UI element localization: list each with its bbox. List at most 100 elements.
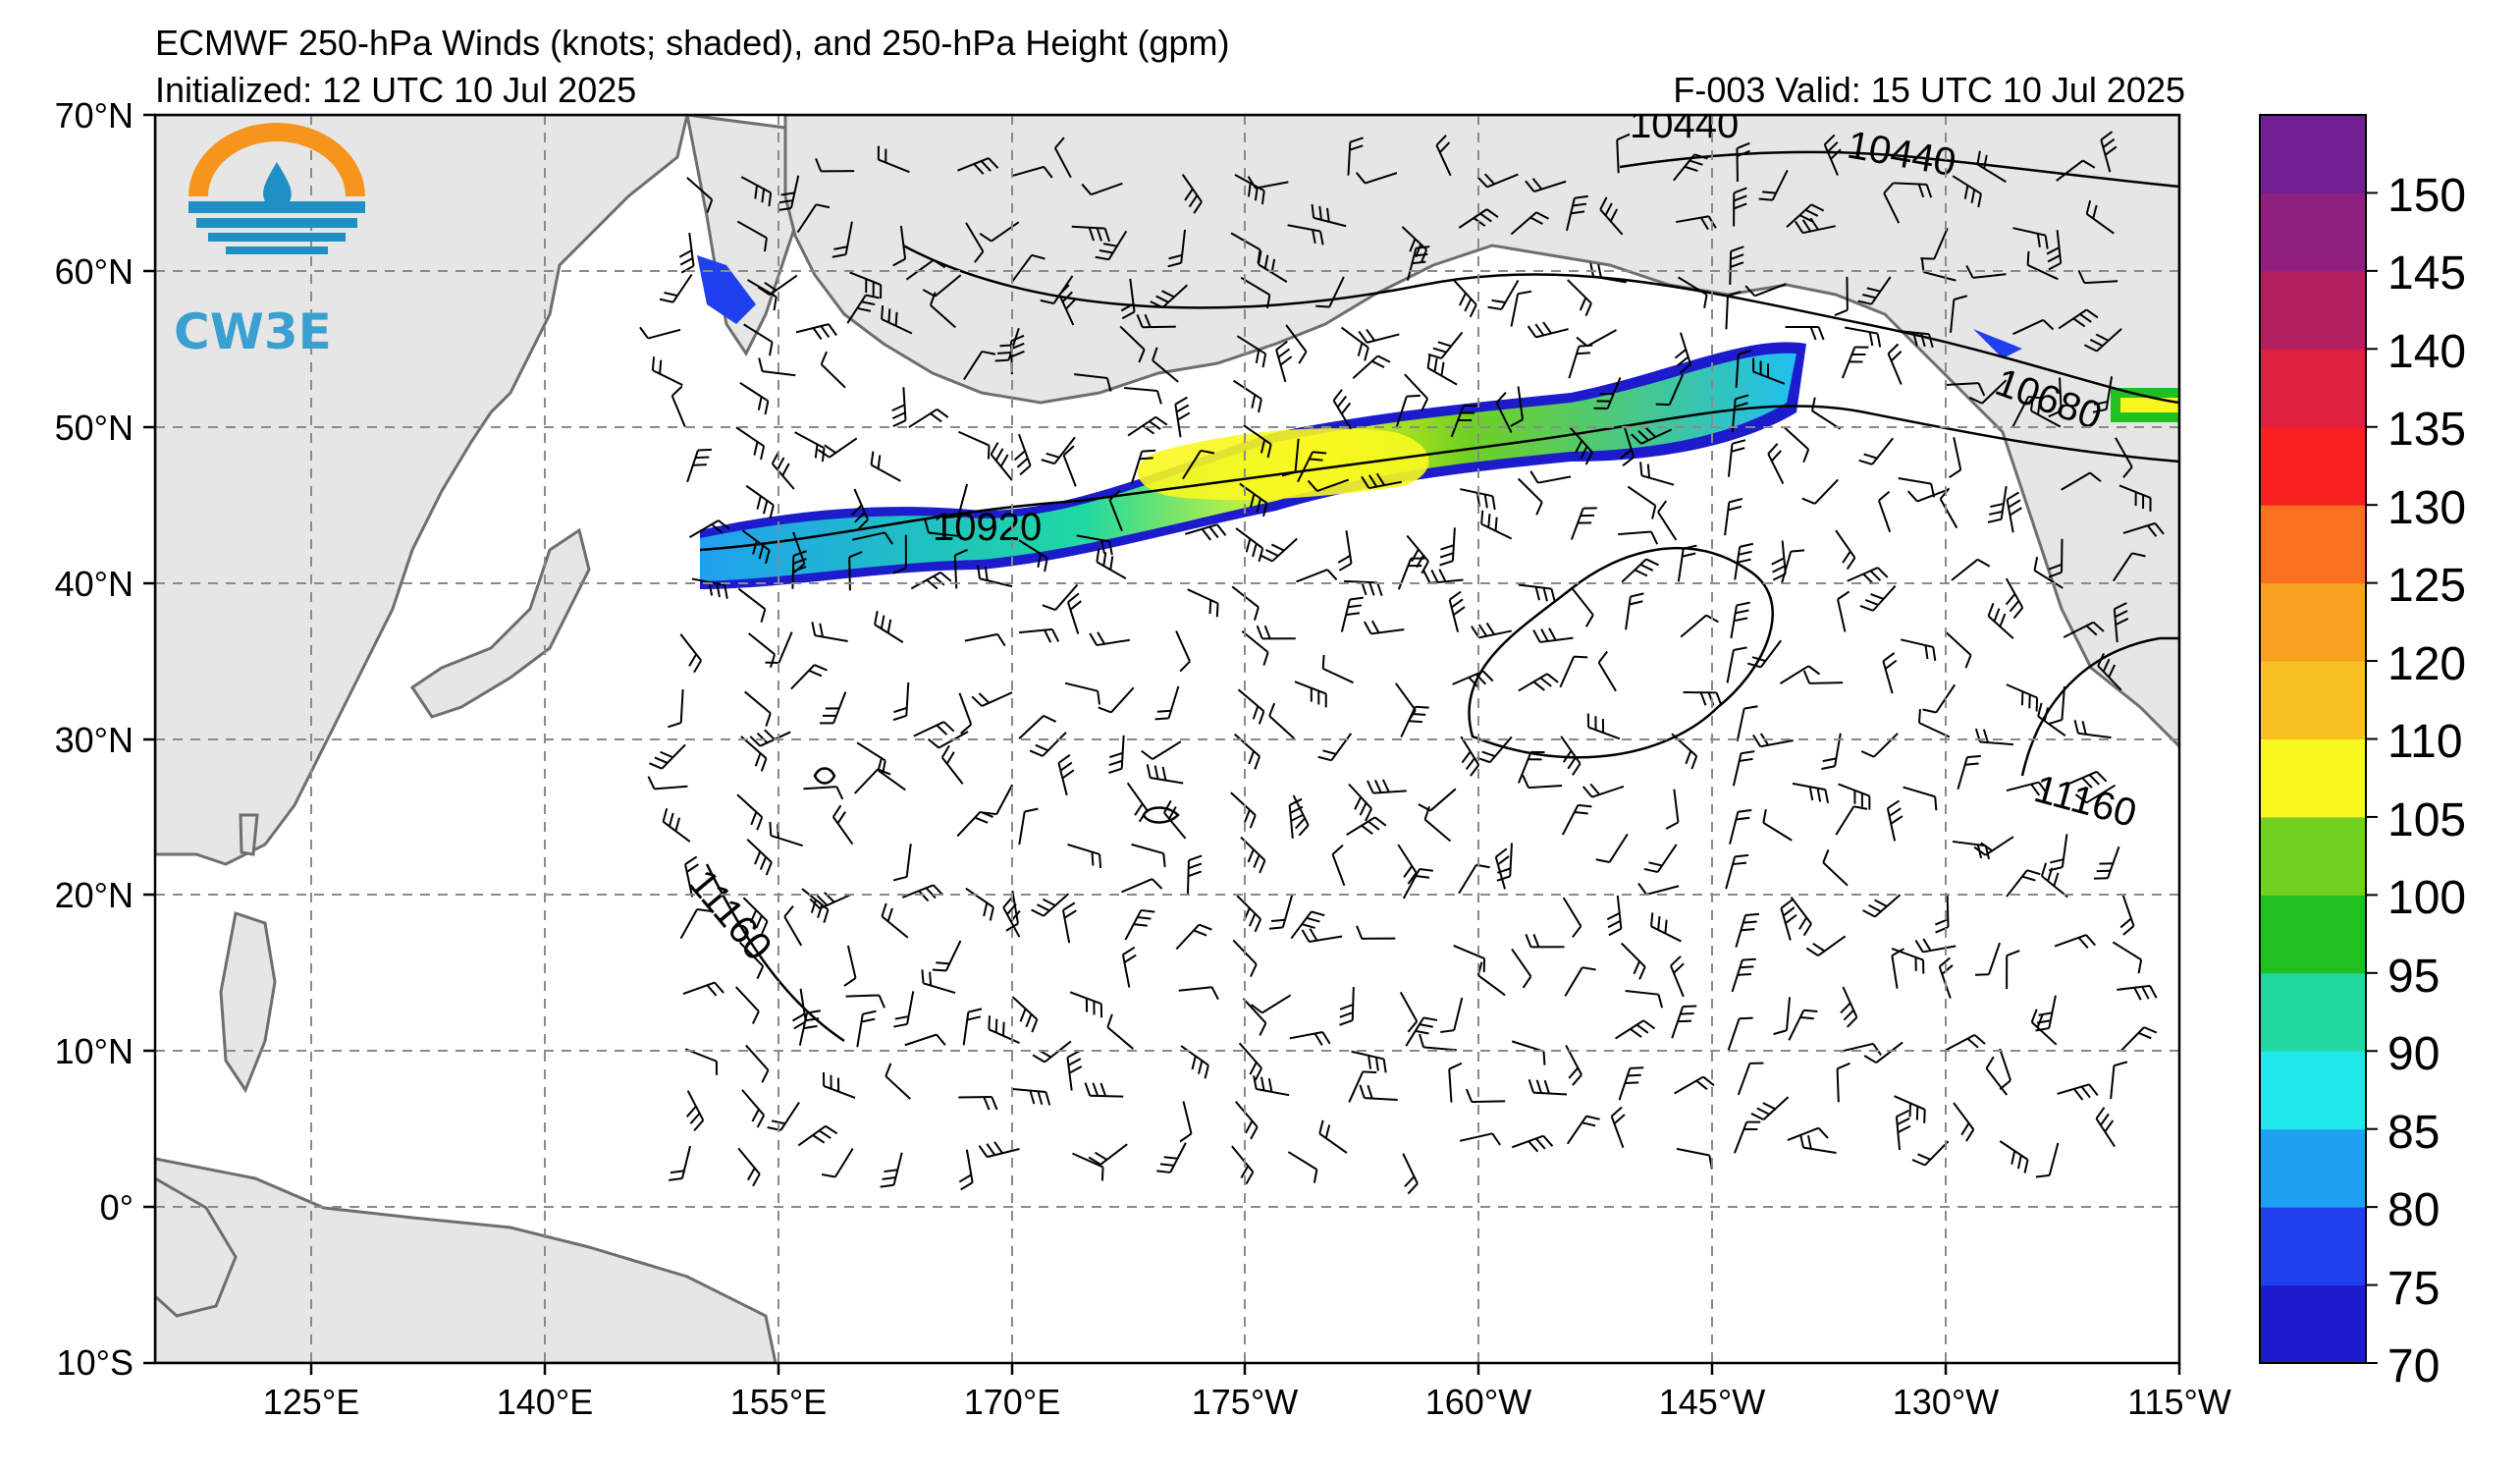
wind-barb-feather (1361, 824, 1373, 835)
wind-barb (1896, 329, 1930, 336)
wind-barb-feather (1977, 382, 1986, 397)
wind-barb-feather (1980, 842, 1993, 852)
wind-barb (1318, 1132, 1348, 1154)
wind-barb-feather (818, 1129, 831, 1139)
wind-barb (736, 793, 763, 818)
wind-barb-feather (1645, 558, 1660, 567)
wind-barb-feather (861, 1017, 876, 1023)
wind-barb-feather (1912, 332, 1918, 347)
wind-barb-feather (1254, 1067, 1263, 1081)
wind-barb (928, 531, 962, 538)
wind-barb-feather (1122, 946, 1136, 955)
wind-barb (783, 916, 803, 947)
wind-barb-feather (933, 575, 945, 586)
wind-barb-feather (1487, 514, 1491, 528)
wind-barb (1847, 567, 1879, 582)
wind-barb (831, 816, 854, 846)
wind-barb-feather (1031, 253, 1046, 260)
wind-barb (2000, 486, 2008, 519)
wind-barb-feather (918, 890, 930, 902)
wind-barb-feather (865, 294, 880, 300)
wind-barb (1097, 638, 1130, 647)
wind-barb-feather (1309, 458, 1323, 462)
contour-label: 10440 (1630, 103, 1739, 146)
wind-barb-feather (1370, 620, 1380, 633)
wind-barb-feather (1368, 581, 1375, 596)
wind-barb-feather (780, 191, 795, 196)
cb-tick: 110 (2387, 716, 2463, 768)
wind-barb-feather (1809, 326, 1817, 341)
wind-barb-feather (1065, 298, 1077, 310)
wind-barb-feather (716, 583, 721, 598)
wind-barb-feather (1771, 557, 1785, 566)
wind-barb (1535, 328, 1569, 339)
wind-barb-feather (2143, 1026, 2158, 1034)
wind-barb (1680, 614, 1707, 638)
wind-barb-feather (892, 419, 906, 428)
wind-barb-feather (1817, 326, 1825, 341)
wind-barb-feather (856, 306, 872, 312)
wind-barb-feather (978, 692, 991, 704)
wind-barb-feather (674, 817, 681, 832)
wind-barb-feather (1134, 802, 1144, 816)
wind-barb (1564, 966, 1583, 997)
wind-barb-feather (1683, 544, 1697, 550)
wind-barb-feather (2141, 986, 2150, 1000)
lon-label: 160°W (1425, 1382, 1531, 1422)
wind-barb-feather (2023, 1159, 2029, 1173)
wind-barb-feather (1802, 670, 1811, 684)
wind-barb-feather (1966, 1037, 1979, 1049)
wind-barb (679, 633, 702, 662)
wind-barb (934, 274, 962, 298)
wind-barb (1126, 782, 1149, 811)
cw3e-logo: CW3E (174, 123, 365, 360)
wind-barb-feather (1610, 1106, 1623, 1118)
wind-barb-feather (1430, 570, 1439, 583)
wind-barb (1822, 861, 1849, 887)
wind-barb-feather (1250, 493, 1256, 508)
wind-barb-feather (925, 887, 937, 900)
wind-barb (661, 743, 686, 770)
wind-barb-feather (1868, 903, 1882, 913)
wind-barb-feather (1973, 1034, 1986, 1045)
wind-barb-feather (806, 1009, 821, 1014)
wind-barb-feather (945, 751, 955, 765)
wind-barb (1533, 180, 1567, 193)
wind-barb (2030, 409, 2062, 428)
wind-barb-feather (984, 567, 989, 581)
wind-barb (2061, 471, 2091, 491)
wind-barb-feather (1673, 962, 1685, 974)
wind-barb-feather (1595, 858, 1610, 864)
wind-barb-feather (1934, 796, 1938, 811)
wind-barb (1331, 853, 1346, 887)
wind-barb-feather (1799, 1133, 1804, 1148)
wind-barb-feather (1750, 1113, 1764, 1121)
wind-barb-feather (979, 232, 992, 243)
wind-barb-feather (1744, 285, 1756, 298)
wind-barb-feather (1574, 194, 1588, 199)
wind-barb (1316, 478, 1350, 493)
wind-barb-feather (1670, 955, 1682, 967)
wind-barb (1518, 583, 1552, 590)
wind-barb-feather (1250, 1004, 1263, 1014)
colorbar-bin (2260, 1207, 2366, 1286)
wind-barb-feather (2119, 917, 2132, 929)
wind-barb (803, 786, 837, 791)
wind-barb-feather (1783, 906, 1796, 917)
wind-barb-feather (1347, 604, 1363, 609)
wind-barb (1729, 250, 1733, 285)
logo-text: CW3E (174, 303, 332, 360)
wind-barb-feather (1532, 933, 1540, 948)
wind-barb (832, 691, 847, 724)
wind-barb (1560, 736, 1582, 765)
wind-barb-feather (1576, 352, 1591, 355)
wind-barb-feather (1965, 264, 1974, 279)
wind-barb (1873, 733, 1899, 758)
wind-barb-feather (2097, 652, 2105, 667)
wind-barb-feather (1482, 670, 1494, 682)
wind-barb (1435, 144, 1452, 177)
wind-barb-feather (2137, 959, 2143, 974)
wind-barb-feather (1485, 622, 1495, 635)
wind-barb-feather (1801, 219, 1812, 233)
wind-barb-feather (1970, 189, 1976, 203)
